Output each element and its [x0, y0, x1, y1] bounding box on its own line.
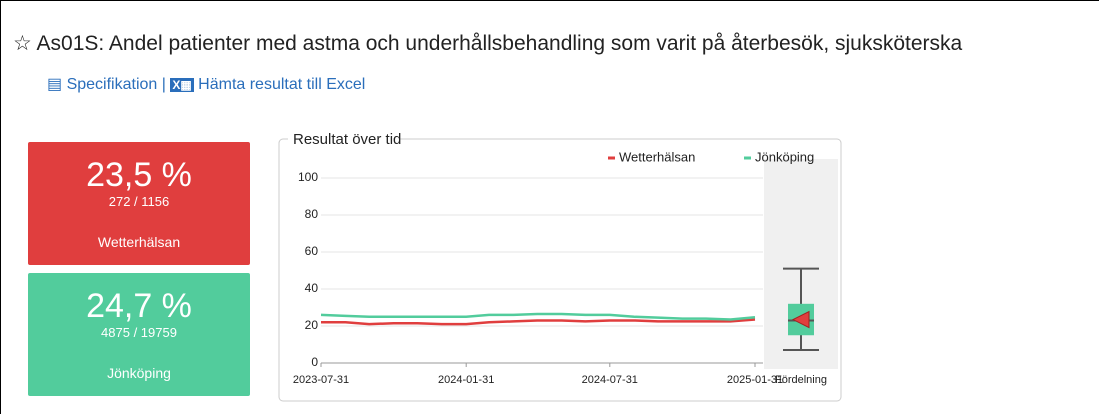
kpi-fraction: 4875 / 19759: [101, 325, 177, 340]
x-tick-label: 2025-01-31: [727, 374, 783, 386]
excel-icon: X▦: [170, 78, 194, 92]
kpi-name: Jönköping: [107, 365, 171, 381]
marker: [791, 310, 810, 329]
kpi-name: Wetterhälsan: [97, 234, 181, 250]
y-tick-label: 20: [305, 318, 319, 332]
y-tick-label: 40: [305, 281, 319, 295]
title: As01S: Andel patienter med astma och und…: [36, 32, 963, 55]
x-tick-label: 2023-07-31: [293, 374, 349, 386]
kpi-value: 23,5 %: [86, 156, 192, 194]
line: [320, 312, 756, 321]
y-tick-label: 0: [311, 355, 318, 369]
chart-title: Resultat över tid: [293, 131, 401, 148]
separator: |: [161, 76, 166, 93]
chart-frame: [278, 138, 842, 402]
kpi-fraction: 272 / 1156: [108, 194, 170, 209]
kpi-card: 24,7 % 4875 / 19759 Jönköping: [28, 273, 250, 396]
line: [321, 318, 756, 326]
distribution-label: Fördelning: [775, 374, 827, 386]
header: ☆ As01S: Andel patienter med astma och u…: [13, 31, 962, 56]
link[interactable]: Hämta resultat till Excel: [198, 76, 366, 93]
chart: Resultat över tid 0 20 40 60 80 100 2023-07-31…: [278, 131, 842, 402]
star-icon[interactable]: ☆: [13, 32, 32, 55]
legend-label: Wetterhälsan: [619, 149, 695, 164]
kpi-value: 24,7 %: [86, 287, 192, 325]
x-tick-label: 2024-07-31: [582, 374, 638, 386]
link[interactable]: Specifikation: [66, 76, 158, 93]
y-tick-label: 80: [305, 207, 319, 221]
y-tick-label: 60: [305, 244, 319, 258]
spec-icon: ▤: [47, 76, 63, 93]
kpi-card: 23,5 % 272 / 1156 Wetterhälsan: [28, 142, 250, 265]
legend-label: Jönköping: [755, 149, 814, 164]
links: ▤ Specifikation | X▦ Hämta resultat till…: [47, 74, 365, 94]
title-bg: [288, 131, 400, 149]
y-tick-label: 100: [298, 170, 318, 184]
x-tick-label: 2024-01-31: [438, 374, 494, 386]
